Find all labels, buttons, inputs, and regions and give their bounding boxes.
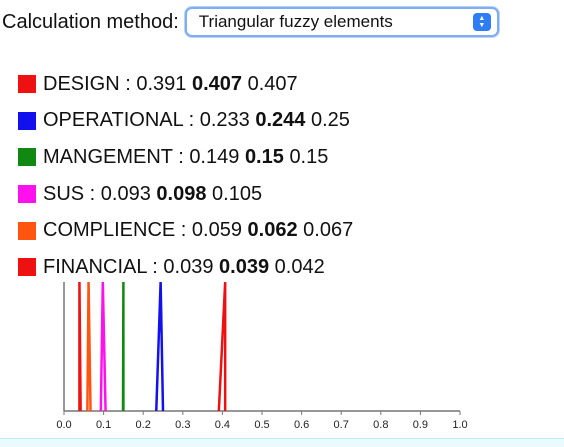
calculation-method-value: Triangular fuzzy elements (199, 12, 393, 32)
chart-area: 0.0 0.1 0.2 0.3 0.4 0.5 0.6 0.7 0.8 0.9 1.0 (0, 280, 564, 430)
legend-upper: 0.25 (311, 109, 350, 131)
legend-swatch (18, 258, 36, 276)
legend-name: MANGEMENT (43, 146, 173, 168)
legend-name: FINANCIAL (43, 256, 147, 278)
fuzzy-triangle (101, 282, 106, 411)
legend-lower: 0.233 (200, 109, 250, 131)
fuzzy-triangle (87, 282, 90, 411)
x-tick-label: 0.0 (56, 419, 71, 430)
legend-name: OPERATIONAL (43, 109, 183, 131)
legend: DESIGN : 0.391 0.407 0.407 OPERATIONAL : … (18, 66, 353, 286)
x-tick-label: 0.7 (334, 419, 349, 430)
legend-name: SUS (43, 183, 84, 205)
x-tick-label: 0.9 (413, 419, 428, 430)
x-tick-label: 0.1 (96, 419, 111, 430)
x-tick-label: 1.0 (452, 419, 467, 430)
legend-item: OPERATIONAL : 0.233 0.244 0.25 (18, 103, 353, 140)
legend-middle: 0.15 (245, 146, 284, 168)
legend-text: MANGEMENT : 0.149 0.15 0.15 (43, 146, 328, 169)
legend-swatch (18, 75, 36, 93)
legend-lower: 0.149 (189, 146, 239, 168)
legend-middle: 0.407 (192, 73, 242, 95)
legend-text: OPERATIONAL : 0.233 0.244 0.25 (43, 109, 350, 132)
legend-lower: 0.059 (192, 219, 242, 241)
legend-name: COMPLIENCE (43, 219, 175, 241)
legend-lower: 0.093 (101, 183, 151, 205)
legend-item: DESIGN : 0.391 0.407 0.407 (18, 66, 353, 103)
x-tick-label: 0.2 (136, 419, 151, 430)
fuzzy-triangle (156, 282, 163, 411)
x-tick-label: 0.5 (254, 419, 269, 430)
legend-swatch (18, 222, 36, 240)
x-tick-label: 0.4 (215, 419, 230, 430)
fuzzy-number-chart: 0.0 0.1 0.2 0.3 0.4 0.5 0.6 0.7 0.8 0.9 1.0 (0, 280, 564, 430)
calculation-method-row: Calculation method: Triangular fuzzy ele… (2, 8, 499, 36)
legend-upper: 0.15 (289, 146, 328, 168)
legend-text: SUS : 0.093 0.098 0.105 (43, 183, 262, 206)
x-tick-label: 0.3 (175, 419, 190, 430)
legend-middle: 0.062 (248, 219, 298, 241)
legend-upper: 0.407 (248, 73, 298, 95)
calculation-method-label: Calculation method: (2, 11, 179, 34)
fuzzy-triangle (219, 282, 225, 411)
legend-text: DESIGN : 0.391 0.407 0.407 (43, 73, 298, 96)
legend-item: COMPLIENCE : 0.059 0.062 0.067 (18, 212, 353, 249)
x-tick-label: 0.6 (294, 419, 309, 430)
legend-middle: 0.039 (219, 256, 269, 278)
legend-swatch (18, 112, 36, 130)
select-updown-icon: ▲▼ (473, 13, 491, 31)
legend-item: MANGEMENT : 0.149 0.15 0.15 (18, 139, 353, 176)
legend-middle: 0.098 (156, 183, 206, 205)
x-tick-label: 0.8 (373, 419, 388, 430)
fuzzy-triangle (79, 282, 80, 411)
legend-lower: 0.039 (163, 256, 213, 278)
calculation-method-select[interactable]: Triangular fuzzy elements ▲▼ (185, 7, 499, 37)
legend-swatch (18, 148, 36, 166)
legend-middle: 0.244 (255, 109, 305, 131)
legend-swatch (18, 185, 36, 203)
legend-upper: 0.105 (212, 183, 262, 205)
legend-text: FINANCIAL : 0.039 0.039 0.042 (43, 256, 325, 279)
legend-name: DESIGN (43, 73, 120, 95)
legend-text: COMPLIENCE : 0.059 0.062 0.067 (43, 219, 353, 242)
legend-upper: 0.067 (303, 219, 353, 241)
legend-lower: 0.391 (136, 73, 186, 95)
legend-item: SUS : 0.093 0.098 0.105 (18, 176, 353, 213)
legend-upper: 0.042 (275, 256, 325, 278)
